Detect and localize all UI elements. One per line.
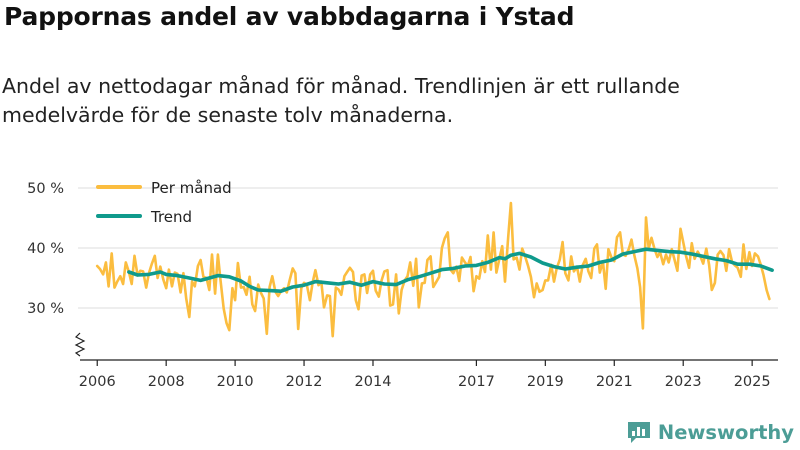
newsworthy-logo-icon xyxy=(627,422,650,443)
x-axis xyxy=(74,332,778,361)
brand-name: Newsworthy xyxy=(657,420,794,444)
page-subtitle: Andel av nettodagar månad för månad. Tre… xyxy=(2,74,680,127)
y-axis-ticks: 30 % 40 % 50 % xyxy=(27,181,64,317)
brand-logo: Newsworthy xyxy=(626,420,794,444)
legend: Per månad Trend xyxy=(96,179,232,226)
x-tick-label: 2023 xyxy=(665,374,702,390)
x-tick-label: 2017 xyxy=(458,374,495,390)
legend-label-trend: Trend xyxy=(150,208,192,226)
axis-break-icon xyxy=(74,332,86,357)
x-tick-label: 2006 xyxy=(79,374,116,390)
x-tick-label: 2025 xyxy=(734,374,771,390)
grid-lines xyxy=(78,187,778,309)
x-tick-label: 2021 xyxy=(596,374,633,390)
y-tick-label: 50 % xyxy=(27,181,64,197)
series-group xyxy=(95,201,774,338)
x-tick-label: 2008 xyxy=(148,374,185,390)
y-tick-label: 40 % xyxy=(27,241,64,257)
series-line-per-manad xyxy=(95,201,771,338)
x-tick-label: 2010 xyxy=(217,374,254,390)
legend-label-per-manad: Per månad xyxy=(151,179,232,197)
x-tick-label: 2012 xyxy=(286,374,323,390)
page-title: Pappornas andel av vabbdagarna i Ystad xyxy=(4,2,575,31)
y-tick-label: 30 % xyxy=(27,301,64,317)
series-line-trend xyxy=(127,247,774,293)
x-tick-label: 2019 xyxy=(527,374,564,390)
x-axis-ticks: 2006 2008 2010 2012 2014 2017 2019 2021 2023 2025 xyxy=(79,360,771,390)
x-tick-label: 2014 xyxy=(355,374,392,390)
